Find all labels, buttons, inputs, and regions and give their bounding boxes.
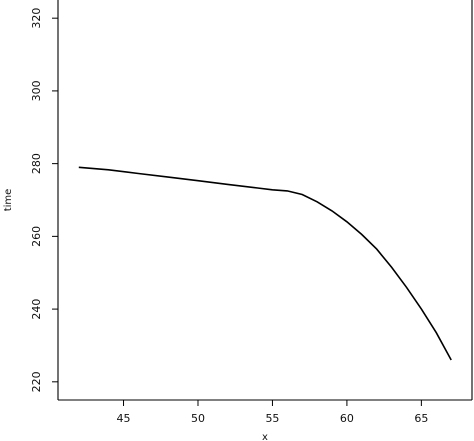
y-axis: 220 240 260 280 300 320 — [30, 8, 58, 392]
x-tick-label: 50 — [191, 412, 205, 425]
y-tick-label: 300 — [30, 80, 43, 101]
y-tick-label: 260 — [30, 226, 43, 247]
x-tick-label: 45 — [117, 412, 131, 425]
y-tick-label: 280 — [30, 153, 43, 174]
x-tick-label: 55 — [265, 412, 279, 425]
x-tick-label: 65 — [414, 412, 428, 425]
y-tick-label: 320 — [30, 8, 43, 29]
y-tick-label: 220 — [30, 371, 43, 392]
series-line — [78, 166, 452, 361]
y-tick-label: 240 — [30, 299, 43, 320]
y-axis-title: time — [3, 189, 14, 212]
x-axis: 45 50 55 60 65 — [117, 400, 428, 425]
x-tick-label: 60 — [340, 412, 354, 425]
series-layer — [78, 166, 452, 361]
x-axis-title: x — [262, 432, 268, 441]
